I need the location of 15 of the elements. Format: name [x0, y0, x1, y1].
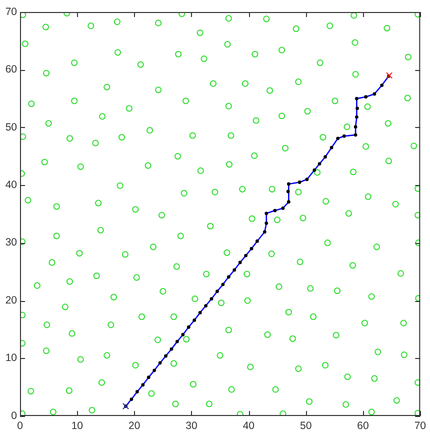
x-tick-label: 50: [300, 420, 312, 432]
y-tick-label: 60: [5, 64, 18, 76]
x-tick-label: 60: [357, 420, 369, 432]
x-tick-label: 30: [186, 420, 198, 432]
x-tick-label: 70: [414, 420, 426, 432]
y-tick-label: 30: [5, 236, 18, 249]
x-tick-label: 10: [71, 420, 84, 432]
x-tick-label: 40: [242, 420, 255, 432]
y-tick-label: 70: [5, 6, 18, 18]
y-tick-label: 50: [5, 121, 18, 134]
y-tick-label: 20: [5, 294, 18, 306]
y-tick-label: 0: [11, 410, 18, 422]
x-tick-label: 20: [128, 420, 140, 432]
y-tick-label: 10: [5, 352, 18, 364]
y-tick-label: 40: [5, 179, 18, 192]
